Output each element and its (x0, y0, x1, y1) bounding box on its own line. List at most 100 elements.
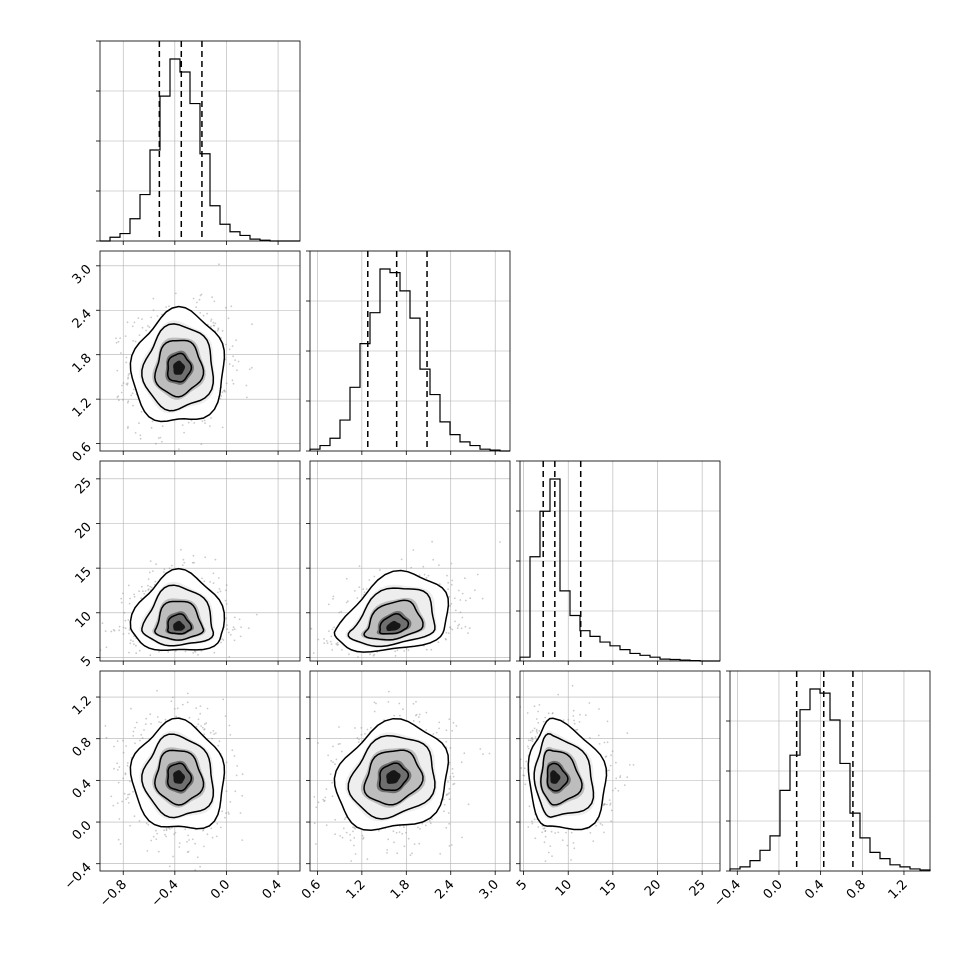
scatter-point (332, 745, 334, 748)
scatter-point (141, 318, 143, 320)
scatter-point (221, 638, 224, 640)
density-fill (173, 360, 185, 375)
contour-line (166, 613, 193, 635)
scatter-point (241, 839, 244, 841)
scatter-point (101, 622, 104, 624)
scatter-point (328, 630, 330, 632)
scatter-point (334, 763, 336, 766)
scatter-point (476, 573, 479, 576)
scatter-point (123, 792, 126, 795)
scatter-point (212, 730, 215, 732)
scatter-point (445, 826, 448, 829)
scatter-point (214, 322, 217, 325)
scatter-point (609, 804, 611, 806)
scatter-point (535, 718, 538, 720)
scatter-point (124, 619, 127, 622)
scatter-point (161, 440, 163, 443)
scatter-point (145, 822, 148, 825)
scatter-point (127, 584, 130, 587)
scatter-point (598, 743, 601, 745)
scatter-point (170, 700, 173, 703)
scatter-point (323, 799, 326, 802)
scatter-point (225, 617, 228, 620)
scatter-point (129, 642, 132, 645)
scatter-point (195, 725, 198, 728)
scatter-point (360, 727, 363, 729)
x-tick-label: −0.4 (711, 877, 744, 910)
scatter-point (323, 800, 325, 803)
scatter-point (394, 655, 397, 657)
histogram-panel: −0.4 0.0 0.4 0.8 1.2 (711, 670, 931, 910)
scatter-point (116, 802, 119, 804)
scatter-point (148, 326, 151, 329)
scatter-point (127, 400, 130, 403)
scatter-point (206, 312, 209, 315)
y-tick-label: 5 (78, 654, 94, 670)
scatter-point (317, 742, 319, 744)
scatter-point (348, 653, 350, 656)
scatter-point (326, 642, 329, 645)
scatter-point (118, 625, 121, 628)
scatter-point (117, 395, 120, 398)
scatter-point (119, 843, 122, 845)
scatter-point (116, 762, 119, 765)
scatter-point (113, 767, 115, 770)
x-tick-label: 20 (642, 877, 664, 899)
contour-line (129, 717, 226, 830)
scatter-point (231, 629, 234, 631)
scatter-point (110, 795, 113, 798)
scatter-point (405, 831, 407, 834)
scatter-point (199, 865, 202, 868)
scatter-point (349, 833, 351, 836)
scatter-point (210, 318, 213, 321)
scatter-point (354, 827, 357, 830)
scatter-point (454, 609, 457, 612)
scatter-point (224, 390, 227, 393)
scatter-point (122, 633, 125, 635)
x-tick-label: 0.4 (802, 877, 827, 902)
scatter-point (134, 340, 137, 343)
scatter-point (115, 337, 117, 340)
scatter-point (611, 750, 614, 753)
scatter-point (407, 837, 410, 840)
scatter-point (361, 834, 364, 837)
scatter-point (194, 651, 197, 653)
scatter-point (452, 775, 455, 778)
scatter-point (325, 824, 328, 827)
scatter-point (407, 649, 410, 652)
contour-line (166, 762, 193, 792)
scatter-point (127, 374, 130, 376)
scatter-point (327, 603, 330, 606)
scatter-point (233, 755, 236, 757)
scatter-point (573, 722, 576, 725)
scatter-point (213, 324, 216, 327)
scatter-point (412, 702, 415, 705)
scatter-point (412, 549, 415, 551)
scatter-point (113, 745, 115, 748)
scatter-point (181, 703, 184, 706)
scatter-point (125, 383, 128, 385)
scatter-point (217, 577, 220, 579)
scatter-point (467, 632, 469, 634)
scatter-point (105, 646, 108, 649)
scatter-point (325, 788, 328, 790)
scatter-point (124, 773, 127, 776)
scatter-point (301, 634, 303, 636)
scatter-point (394, 650, 397, 653)
scatter-point (393, 841, 395, 844)
x-tick-label: 1.8 (388, 877, 413, 902)
scatter-point (459, 599, 462, 601)
contour-line (363, 599, 424, 641)
scatter-point (353, 837, 356, 839)
scatter-point (147, 325, 149, 327)
scatter-point (418, 574, 421, 576)
scatter-point (451, 628, 454, 631)
scatter-point (149, 585, 152, 588)
scatter-point (345, 601, 348, 604)
scatter-point (210, 325, 212, 328)
scatter-point (202, 829, 204, 832)
scatter-point (163, 568, 166, 571)
scatter-point (220, 641, 222, 644)
scatter-point (110, 630, 113, 633)
scatter-point (392, 830, 395, 833)
